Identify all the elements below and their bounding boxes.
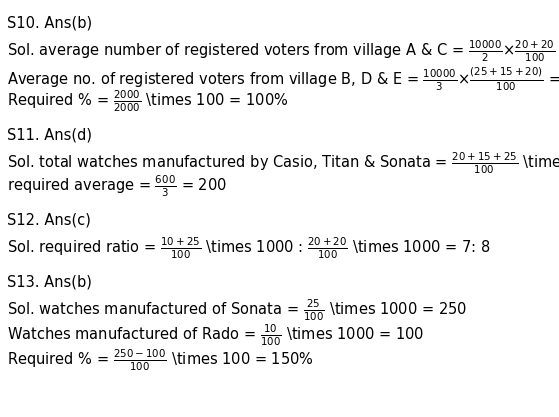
Text: Watches manufactured of Rado = $\frac{10}{100}$ \times 1000 = 100: Watches manufactured of Rado = $\frac{10…: [7, 322, 424, 348]
Text: Sol. total watches manufactured by Casio, Titan & Sonata = $\frac{20+15+25}{100}: Sol. total watches manufactured by Casio…: [7, 151, 559, 176]
Text: Sol. required ratio = $\frac{10+25}{100}$ \times 1000 : $\frac{20+20}{100}$ \tim: Sol. required ratio = $\frac{10+25}{100}…: [7, 236, 491, 261]
Text: Average no. of registered voters from village B, D & E = $\frac{10000}{3}$$ \tim: Average no. of registered voters from vi…: [7, 65, 559, 93]
Text: S13. Ans(b): S13. Ans(b): [7, 275, 92, 290]
Text: Required % = $\frac{2000}{2000}$ \times 100 = 100%: Required % = $\frac{2000}{2000}$ \times …: [7, 88, 288, 114]
Text: Sol. watches manufactured of Sonata = $\frac{25}{100}$ \times 1000 = 250: Sol. watches manufactured of Sonata = $\…: [7, 298, 467, 323]
Text: Sol. average number of registered voters from village A & C = $\frac{10000}{2}$$: Sol. average number of registered voters…: [7, 39, 559, 64]
Text: S12. Ans(c): S12. Ans(c): [7, 213, 91, 228]
Text: Required % = $\frac{250-100}{100}$ \times 100 = 150%: Required % = $\frac{250-100}{100}$ \time…: [7, 347, 314, 373]
Text: S11. Ans(d): S11. Ans(d): [7, 128, 92, 143]
Text: required average = $\frac{600}{3}$ = 200: required average = $\frac{600}{3}$ = 200: [7, 173, 227, 198]
Text: S10. Ans(b): S10. Ans(b): [7, 16, 92, 31]
